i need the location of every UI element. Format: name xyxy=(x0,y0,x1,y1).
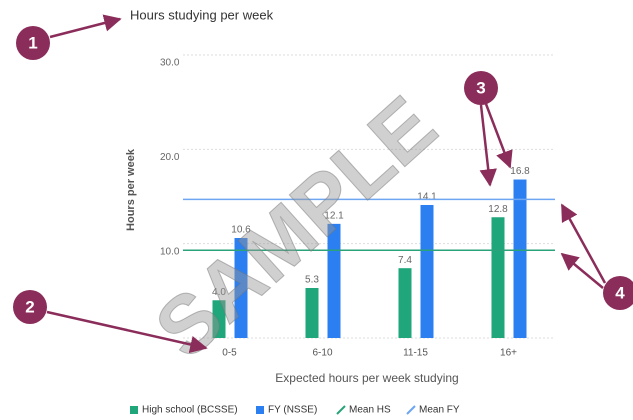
annotation-number: 3 xyxy=(476,78,485,97)
legend-swatch xyxy=(256,406,264,414)
legend-label: High school (BCSSE) xyxy=(142,405,238,416)
arrow xyxy=(560,203,607,284)
legend-swatch xyxy=(130,406,138,414)
x-tick-label: 0-5 xyxy=(222,348,237,359)
bar xyxy=(398,268,412,338)
y-tick-label: 10.0 xyxy=(160,246,180,257)
data-label: 4.0 xyxy=(212,287,226,298)
bar xyxy=(420,204,434,338)
bar xyxy=(513,179,527,338)
annotation-number: 1 xyxy=(28,33,37,52)
chart-title: Hours studying per week xyxy=(130,7,274,22)
data-label: 12.1 xyxy=(324,210,344,221)
legend-label: Mean FY xyxy=(419,405,460,416)
data-label: 7.4 xyxy=(398,255,412,266)
annotation-badge xyxy=(16,26,50,60)
arrow xyxy=(479,104,497,187)
arrow xyxy=(560,252,604,289)
bar xyxy=(305,288,319,338)
x-tick-label: 6-10 xyxy=(312,348,332,359)
y-axis-label: Hours per week xyxy=(125,148,137,231)
legend-label: FY (NSSE) xyxy=(268,405,317,416)
data-label: 5.3 xyxy=(305,275,319,286)
data-label: 14.1 xyxy=(417,192,437,203)
annotation-number: 2 xyxy=(25,297,34,316)
x-tick-label: 16+ xyxy=(500,348,517,359)
legend-swatch xyxy=(336,405,346,415)
annotation-arrows xyxy=(46,14,607,354)
data-label: 10.6 xyxy=(231,225,251,236)
annotation-badge xyxy=(603,276,633,310)
bar xyxy=(327,223,341,338)
y-tick-label: 30.0 xyxy=(160,58,180,69)
bar xyxy=(234,238,248,338)
arrow xyxy=(46,310,208,354)
legend: High school (BCSSE) FY (NSSE) Mean HS Mean … xyxy=(130,405,460,416)
plot: 10.0 20.0 30.0 0-5 4.0 10.6 6-10 5.3 12.1 11-15 7.… xyxy=(160,54,555,359)
arrow xyxy=(484,103,513,169)
x-axis-label: Expected hours per week studying xyxy=(275,371,458,385)
y-tick-label: 20.0 xyxy=(160,152,180,163)
annotations: 1 2 3 4 xyxy=(13,26,633,324)
annotation-badge xyxy=(13,290,47,324)
bar xyxy=(491,217,505,338)
arrow xyxy=(49,14,122,39)
legend-swatch xyxy=(406,405,416,415)
x-tick-label: 11-15 xyxy=(403,348,428,359)
annotation-badge xyxy=(464,71,498,105)
data-label: 16.8 xyxy=(510,166,530,177)
legend-label: Mean HS xyxy=(349,405,391,416)
annotation-number: 4 xyxy=(615,283,625,302)
data-label: 12.8 xyxy=(488,204,508,215)
bar xyxy=(212,300,226,338)
